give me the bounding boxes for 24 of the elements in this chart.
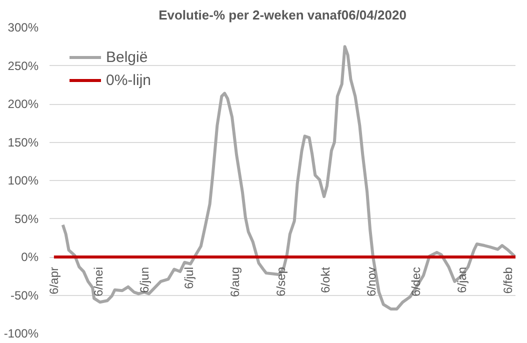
x-tick-label: 6/nov	[364, 266, 379, 296]
x-tick-label: 6/okt	[318, 266, 333, 294]
legend-label: 0%-lijn	[106, 72, 152, 88]
x-tick-label: 6/apr	[46, 266, 61, 294]
x-tick-label: 6/jun	[137, 266, 152, 294]
y-tick-label: 50%	[14, 212, 39, 226]
chart-title: Evolutie-% per 2-weken vanaf06/04/2020	[158, 8, 406, 22]
y-tick-label: 100%	[8, 174, 39, 188]
y-tick-label: -100%	[4, 326, 39, 340]
x-tick-label: 6/jul	[182, 267, 196, 290]
x-tick-label: 6/jan	[455, 266, 470, 294]
x-tick-label: 6/mei	[91, 267, 106, 296]
x-tick-label: 6/feb	[501, 266, 516, 294]
x-tick-label: 6/sep	[274, 266, 288, 296]
x-tick-label: 6/dec	[409, 266, 424, 296]
y-tick-label: 300%	[8, 20, 39, 34]
line-series	[61, 45, 516, 311]
y-tick-label: 200%	[8, 97, 39, 111]
y-tick-label: 250%	[8, 58, 39, 73]
y-tick-label: -50%	[10, 288, 39, 302]
legend-label: België	[106, 48, 148, 66]
y-tick-label: 150%	[8, 135, 39, 150]
x-tick-label: 6/aug	[228, 267, 242, 298]
y-tick-label: 0%	[21, 250, 39, 264]
